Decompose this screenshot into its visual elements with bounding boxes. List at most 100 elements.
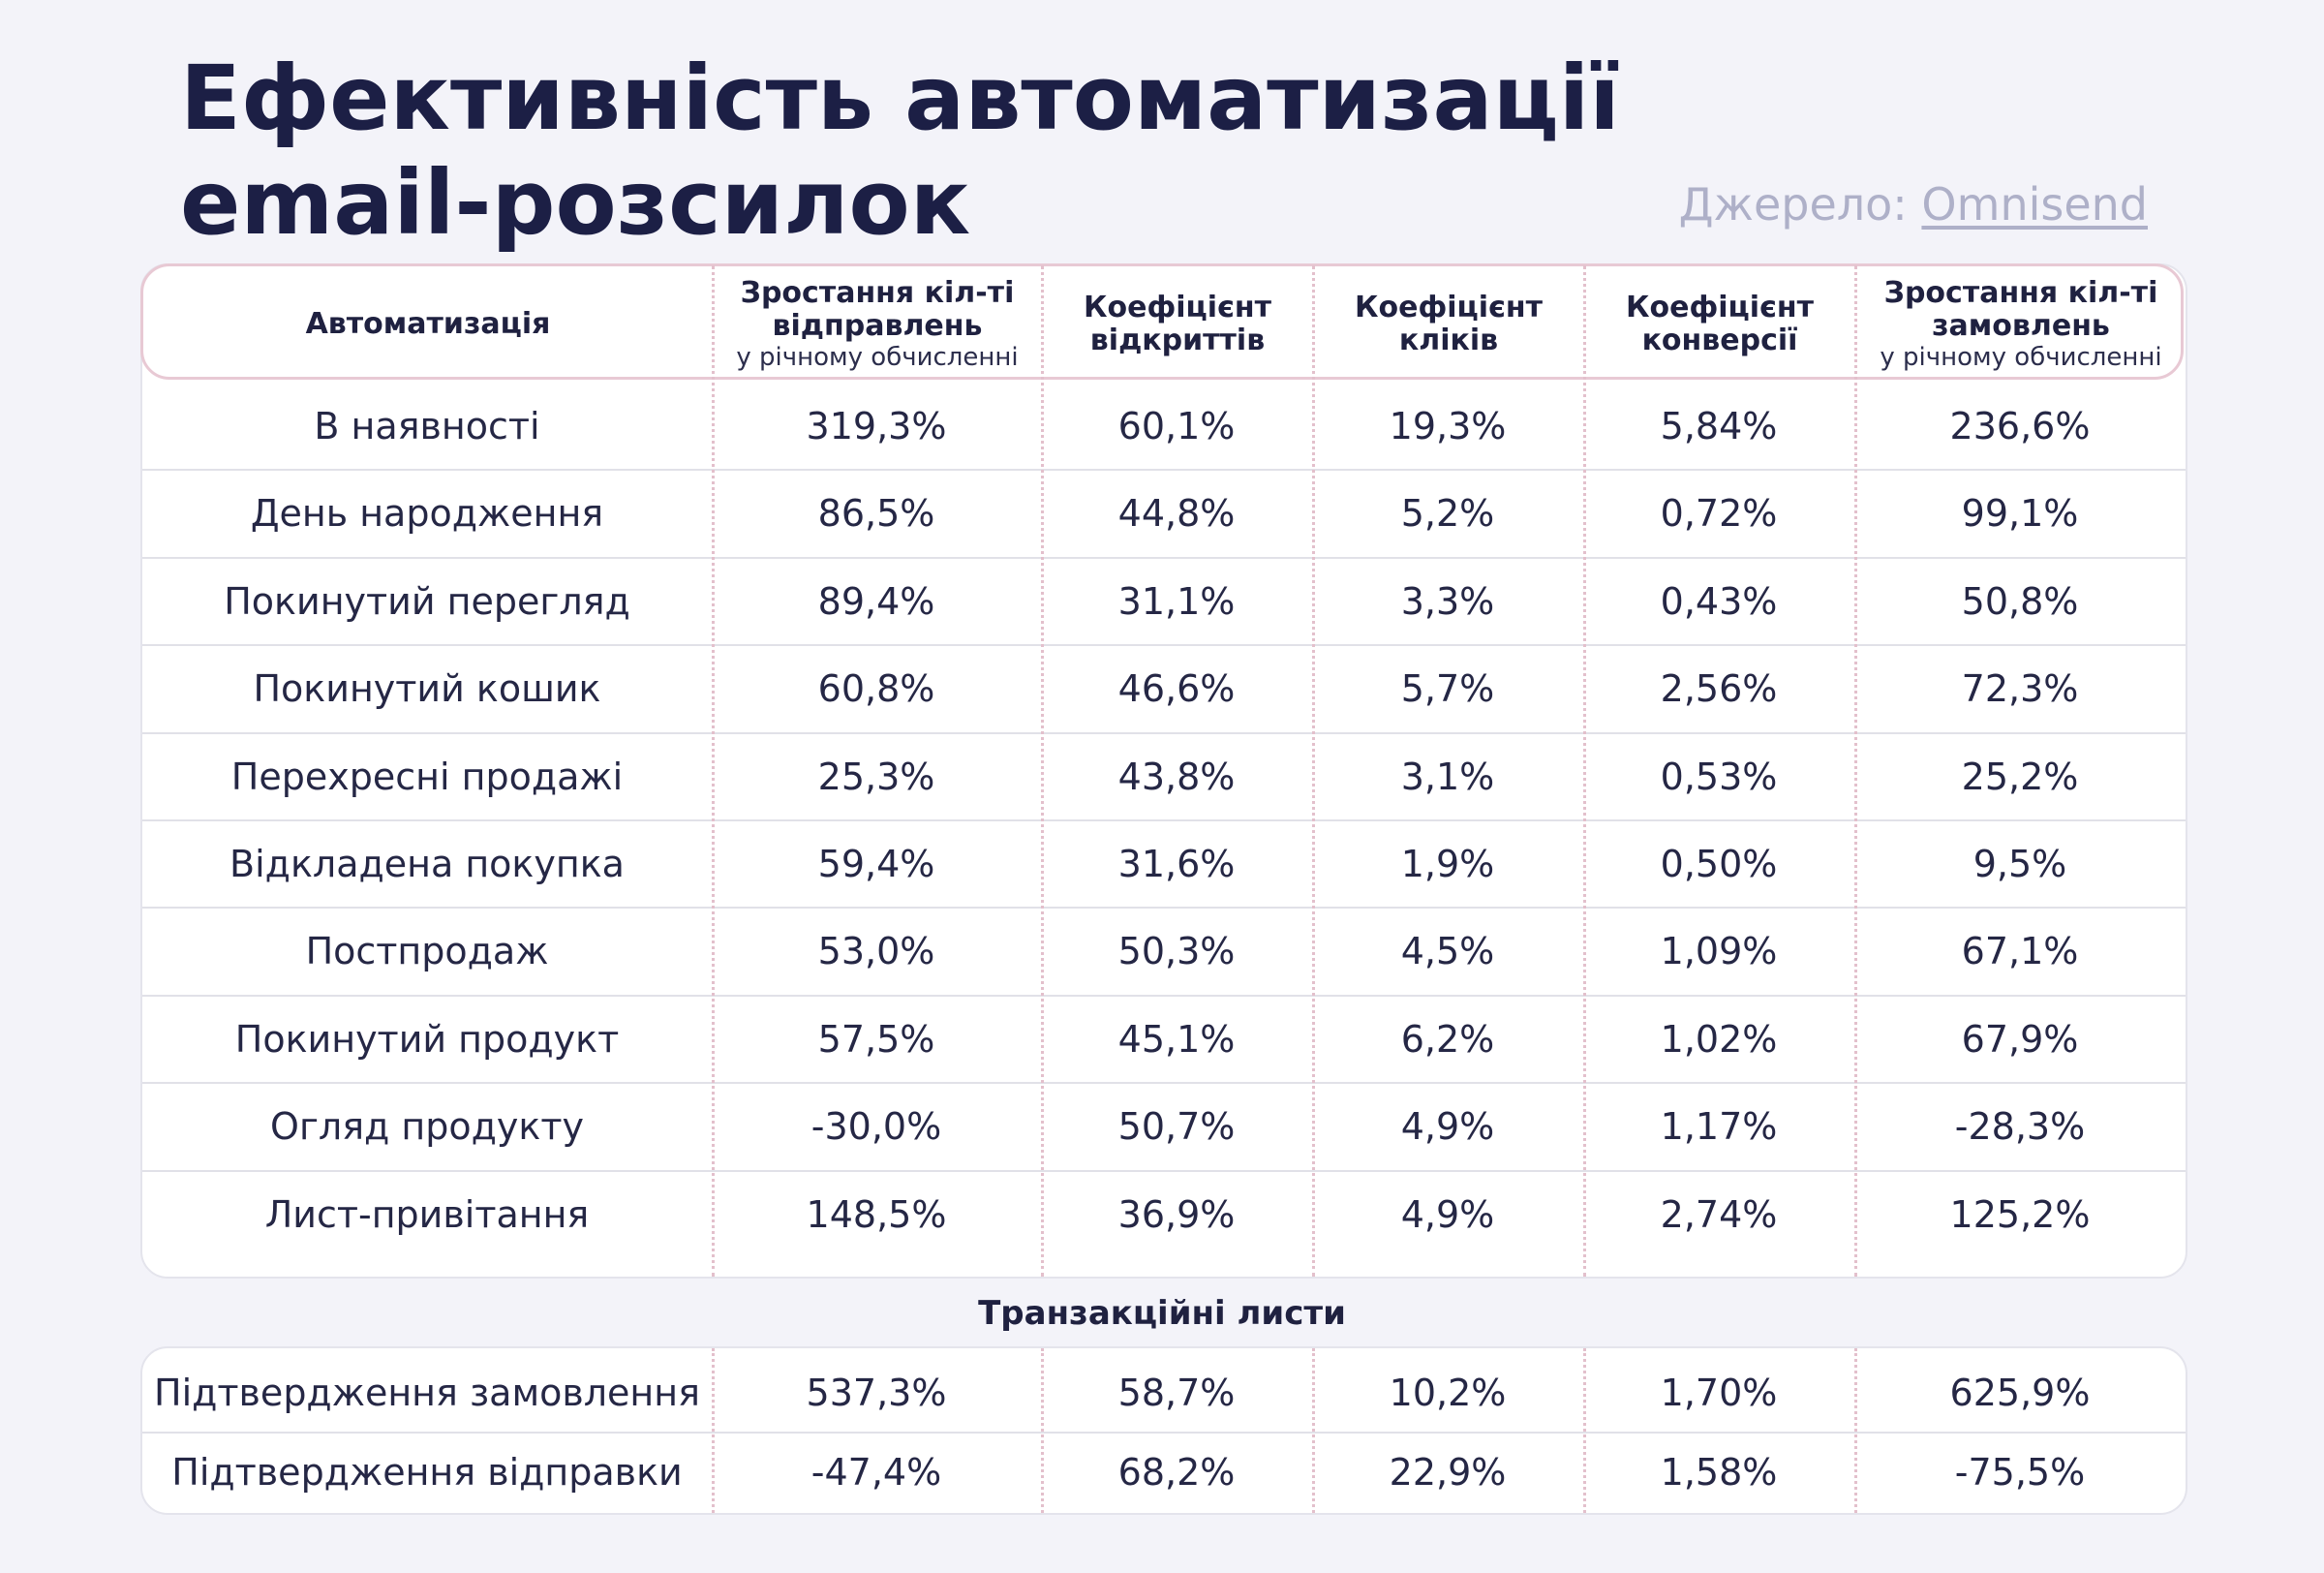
cell-orders-growth: 50,8% bbox=[1961, 579, 2079, 623]
title-line-1: Ефективність автоматизації bbox=[180, 46, 1620, 150]
cell-click-rate: 22,9% bbox=[1389, 1451, 1507, 1494]
column-divider bbox=[1854, 265, 1857, 1277]
cell-conversion-rate: 1,09% bbox=[1660, 930, 1778, 973]
cell-orders-growth: 236,6% bbox=[1949, 405, 2091, 447]
cell-open-rate: 31,6% bbox=[1117, 843, 1236, 885]
column-divider bbox=[712, 1348, 715, 1513]
cell-open-rate: 46,6% bbox=[1117, 667, 1236, 711]
row-label: Покинутий кошик bbox=[253, 667, 601, 711]
cell-open-rate: 36,9% bbox=[1117, 1192, 1236, 1236]
cell-orders-growth: -75,5% bbox=[1954, 1451, 2086, 1494]
header-label: Коефіцієнт конверсії bbox=[1626, 291, 1814, 357]
cell-sends-growth: 148,5% bbox=[806, 1192, 947, 1236]
cell-open-rate: 50,3% bbox=[1117, 930, 1236, 973]
cell-orders-growth: 25,2% bbox=[1961, 755, 2079, 798]
cell-sends-growth: 59,4% bbox=[817, 843, 935, 885]
cell-sends-growth: 319,3% bbox=[806, 405, 947, 447]
header-conversion-rate: Коефіцієнт конверсії bbox=[1590, 266, 1850, 383]
cell-click-rate: 4,9% bbox=[1400, 1192, 1495, 1236]
row-label: Перехресні продажі bbox=[230, 755, 624, 798]
cell-orders-growth: 99,1% bbox=[1961, 492, 2079, 536]
transactional-section-title: Транзакційні листи bbox=[978, 1294, 1346, 1333]
header-click-rate: Коефіцієнт кліків bbox=[1319, 266, 1578, 383]
cell-conversion-rate: 0,43% bbox=[1660, 579, 1778, 623]
header-automation: Автоматизація bbox=[149, 266, 707, 383]
cell-conversion-rate: 2,56% bbox=[1660, 667, 1778, 711]
header-orders-growth: Зростання кіл-ті замовлень у річному обчи… bbox=[1861, 266, 2181, 383]
cell-open-rate: 43,8% bbox=[1117, 755, 1236, 798]
header-sublabel: у річному обчисленні bbox=[1880, 343, 2162, 372]
row-divider bbox=[142, 1432, 2186, 1434]
cell-click-rate: 3,1% bbox=[1400, 755, 1495, 798]
row-divider bbox=[142, 819, 2186, 821]
row-label: Огляд продукту bbox=[270, 1105, 584, 1149]
header-label: Зростання кіл-ті відправлень bbox=[740, 276, 1015, 343]
cell-orders-growth: 67,9% bbox=[1961, 1017, 2079, 1061]
header-label: Автоматизація bbox=[305, 307, 551, 341]
cell-open-rate: 60,1% bbox=[1117, 405, 1236, 447]
cell-orders-growth: 72,3% bbox=[1961, 667, 2079, 711]
row-label: День народження bbox=[250, 492, 604, 536]
cell-sends-growth: 57,5% bbox=[817, 1017, 935, 1061]
row-label: Покинутий перегляд bbox=[224, 579, 630, 623]
header-label: Зростання кіл-ті замовлень bbox=[1883, 276, 2158, 343]
column-divider bbox=[1583, 1348, 1586, 1513]
cell-open-rate: 44,8% bbox=[1117, 492, 1236, 536]
column-divider bbox=[1041, 265, 1044, 1277]
cell-open-rate: 50,7% bbox=[1117, 1105, 1236, 1149]
cell-sends-growth: 89,4% bbox=[817, 579, 935, 623]
row-label: Лист-привітання bbox=[264, 1192, 590, 1236]
cell-orders-growth: -28,3% bbox=[1954, 1105, 2086, 1149]
cell-sends-growth: 53,0% bbox=[817, 930, 935, 973]
header-label: Коефіцієнт відкриттів bbox=[1084, 291, 1271, 357]
row-label: Покинутий продукт bbox=[234, 1017, 620, 1061]
cell-conversion-rate: 0,72% bbox=[1660, 492, 1778, 536]
automation-table: Автоматизація Зростання кіл-ті відправлен… bbox=[140, 263, 2187, 1279]
column-divider bbox=[1312, 265, 1315, 1277]
transactional-table: Підтвердження замовлення 537,3% 58,7% 10,2%… bbox=[140, 1346, 2187, 1515]
cell-open-rate: 31,1% bbox=[1117, 579, 1236, 623]
table-header: Автоматизація Зростання кіл-ті відправлен… bbox=[140, 263, 2184, 380]
column-divider bbox=[1854, 1348, 1857, 1513]
cell-sends-growth: 25,3% bbox=[817, 755, 935, 798]
cell-click-rate: 19,3% bbox=[1389, 405, 1507, 447]
row-divider bbox=[142, 1169, 2186, 1172]
cell-click-rate: 3,3% bbox=[1400, 579, 1495, 623]
header-sublabel: у річному обчисленні bbox=[736, 343, 1019, 372]
cell-open-rate: 58,7% bbox=[1117, 1372, 1236, 1414]
row-divider bbox=[142, 907, 2186, 910]
cell-conversion-rate: 5,84% bbox=[1660, 405, 1778, 447]
column-divider bbox=[1041, 1348, 1044, 1513]
row-label: Підтвердження відправки bbox=[171, 1451, 683, 1494]
cell-conversion-rate: 0,53% bbox=[1660, 755, 1778, 798]
source-prefix: Джерело: bbox=[1678, 178, 1922, 231]
title-line-2: email-розсилок bbox=[180, 151, 971, 255]
cell-sends-growth: -30,0% bbox=[810, 1105, 942, 1149]
cell-conversion-rate: 2,74% bbox=[1660, 1192, 1778, 1236]
column-divider bbox=[712, 265, 715, 1277]
source-link[interactable]: Omnisend bbox=[1921, 178, 2148, 231]
header-open-rate: Коефіцієнт відкриттів bbox=[1048, 266, 1307, 383]
cell-click-rate: 5,7% bbox=[1400, 667, 1495, 711]
cell-click-rate: 6,2% bbox=[1400, 1017, 1495, 1061]
row-divider bbox=[142, 644, 2186, 647]
row-label: В наявності bbox=[314, 405, 540, 447]
cell-sends-growth: 86,5% bbox=[817, 492, 935, 536]
row-label: Підтвердження замовлення bbox=[154, 1372, 700, 1414]
cell-sends-growth: -47,4% bbox=[810, 1451, 942, 1494]
page-title: Ефективність автоматизації email-розсило… bbox=[180, 46, 1620, 256]
cell-conversion-rate: 1,17% bbox=[1660, 1105, 1778, 1149]
cell-orders-growth: 125,2% bbox=[1949, 1192, 2091, 1236]
cell-open-rate: 45,1% bbox=[1117, 1017, 1236, 1061]
cell-conversion-rate: 0,50% bbox=[1660, 843, 1778, 885]
source-note: Джерело: Omnisend bbox=[1679, 178, 2148, 231]
cell-sends-growth: 60,8% bbox=[817, 667, 935, 711]
cell-click-rate: 4,5% bbox=[1400, 930, 1495, 973]
row-divider bbox=[142, 1082, 2186, 1085]
cell-click-rate: 5,2% bbox=[1400, 492, 1495, 536]
cell-conversion-rate: 1,02% bbox=[1660, 1017, 1778, 1061]
row-label: Відкладена покупка bbox=[229, 843, 625, 885]
row-divider bbox=[142, 556, 2186, 559]
cell-orders-growth: 625,9% bbox=[1949, 1372, 2091, 1414]
cell-click-rate: 4,9% bbox=[1400, 1105, 1495, 1149]
